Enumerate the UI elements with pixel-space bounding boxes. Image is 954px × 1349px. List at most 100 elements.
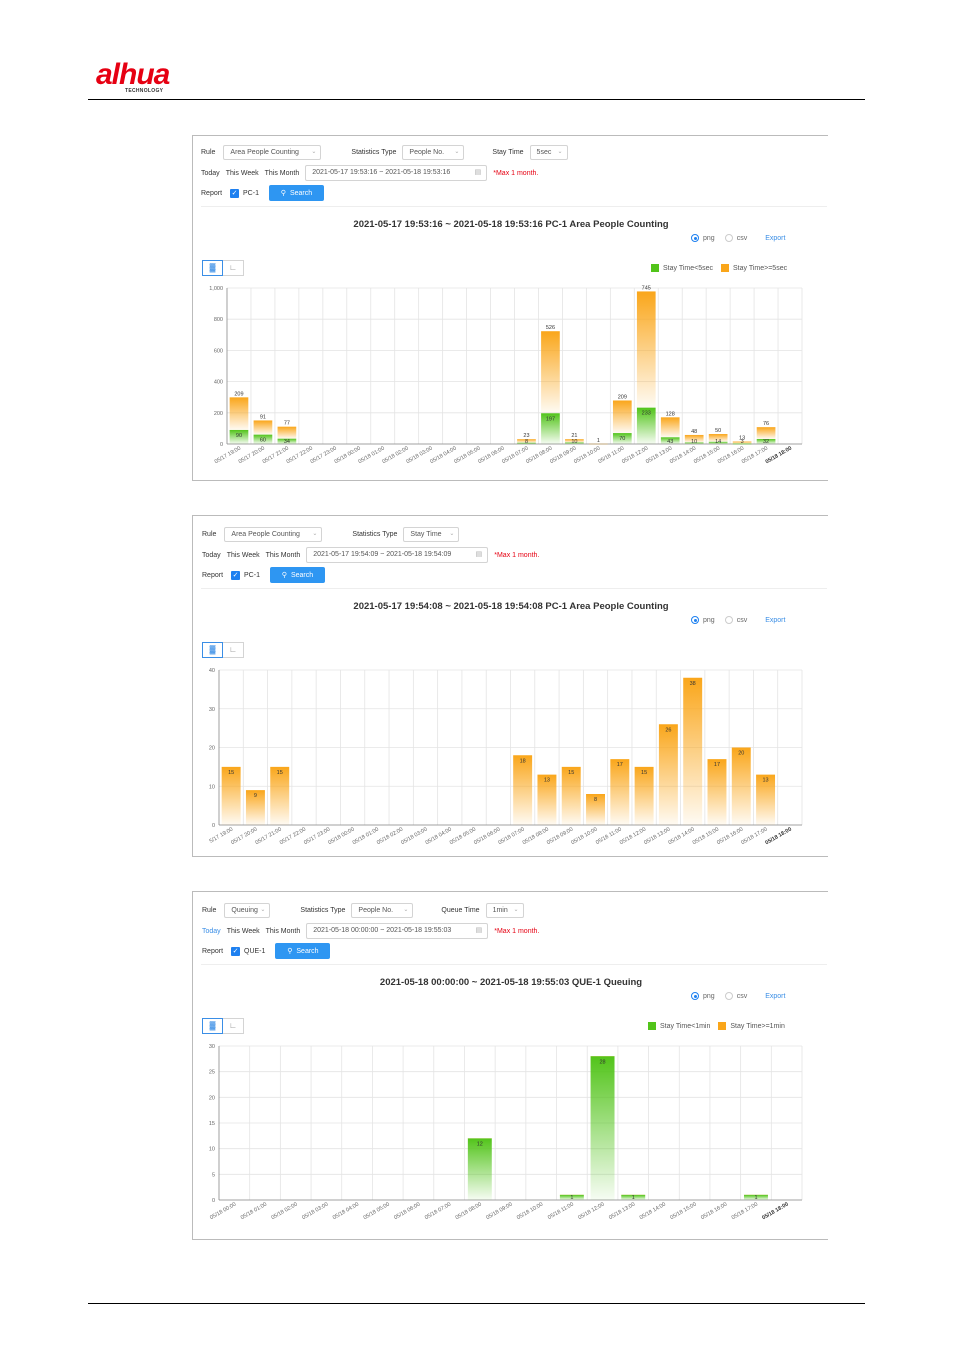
panel-queuing: Rule Queuing ⌄ Statistics Type People No.… <box>192 891 828 1240</box>
y-tick-label: 600 <box>214 348 223 354</box>
this-month-link[interactable]: This Month <box>264 169 300 177</box>
bar-chart-toggle[interactable]: ▓ <box>202 260 223 276</box>
this-week-link[interactable]: This Week <box>226 551 260 559</box>
png-radio[interactable] <box>691 234 699 242</box>
data-label: 15 <box>277 770 283 776</box>
bar-stay-short <box>277 438 297 444</box>
data-label: 209 <box>234 391 243 397</box>
bar <box>537 774 557 825</box>
this-week-link[interactable]: This Week <box>225 169 259 177</box>
today-link[interactable]: Today <box>202 551 221 559</box>
this-month-link[interactable]: This Month <box>265 551 301 559</box>
max-range-note: *Max 1 month. <box>494 927 540 935</box>
line-chart-toggle[interactable]: ∟ <box>223 260 244 276</box>
x-tick-label: 05/17 21:00 <box>255 827 283 847</box>
bar-chart-icon: ▓ <box>209 1021 216 1030</box>
data-label: 14 <box>715 439 721 445</box>
stat-type-select[interactable]: Stay Time ⌄ <box>403 526 460 542</box>
rule-select[interactable]: Area People Counting ⌄ <box>224 526 323 542</box>
bar-stay-short <box>621 1194 646 1200</box>
png-radio[interactable] <box>691 992 699 1000</box>
bar-stay-short <box>565 442 584 444</box>
data-label: 526 <box>546 325 555 331</box>
x-tick-label: 05/18 12:00 <box>577 1202 605 1222</box>
date-range-input[interactable]: 2021-05-17 19:53:16 ~ 2021-05-18 19:53:1… <box>305 165 488 181</box>
data-label: 209 <box>618 394 627 400</box>
bar-chart-toggle[interactable]: ▓ <box>202 1018 223 1034</box>
bar-stay-short <box>467 1138 492 1200</box>
today-link[interactable]: Today <box>202 927 221 935</box>
y-tick-label: 400 <box>214 380 223 386</box>
x-tick-label: 05/18 10:00 <box>573 446 601 466</box>
data-label: 12 <box>477 1141 483 1147</box>
footer-divider <box>88 1303 865 1304</box>
report-checkbox[interactable]: ✓ <box>231 570 241 580</box>
chart-people-counting: 0 200 400 600 800 1,000 209 90 05/17 19:00 91 60 05… <box>209 285 803 466</box>
this-week-link[interactable]: This Week <box>226 927 260 935</box>
stat-type-select[interactable]: People No. ⌄ <box>351 902 414 918</box>
rule-select[interactable]: Area People Counting ⌄ <box>223 144 322 160</box>
csv-radio[interactable] <box>724 992 733 1000</box>
legend-swatch-orange <box>721 264 729 272</box>
bar-stay-short <box>636 407 656 444</box>
x-tick-label: 05/18 09:00 <box>549 446 577 466</box>
today-link[interactable]: Today <box>201 169 220 177</box>
bar-stay-short <box>708 441 728 444</box>
x-tick-label: 05/18 18:00 <box>764 827 792 847</box>
bar-stay-short <box>559 1194 584 1200</box>
bar <box>561 766 581 825</box>
data-label: 21 <box>571 433 577 439</box>
bar-stay-long <box>229 397 249 430</box>
x-tick-label: 05/17 23:00 <box>303 827 331 847</box>
x-tick-label: 05/18 16:00 <box>716 827 744 847</box>
data-label: 745 <box>642 285 651 291</box>
export-link[interactable]: Export <box>765 234 786 242</box>
stat-type-label: Statistics Type <box>352 530 398 538</box>
x-tick-label: 05/18 15:00 <box>692 827 720 847</box>
rule-select[interactable]: Queuing ⌄ <box>224 902 271 918</box>
chevron-down-icon: ⌄ <box>454 148 460 155</box>
x-tick-label: 05/18 02:00 <box>376 827 404 847</box>
data-label: 128 <box>666 411 675 417</box>
report-title: 2021-05-17 19:53:16 ~ 2021-05-18 19:53:1… <box>353 219 669 230</box>
date-range-input[interactable]: 2021-05-18 00:00:00 ~ 2021-05-18 19:55:0… <box>306 923 489 939</box>
data-label: 13 <box>544 778 550 784</box>
report-checkbox[interactable]: ✓ <box>231 946 241 956</box>
search-button[interactable]: ⚲ Search <box>275 943 331 959</box>
bar-chart-toggle[interactable]: ▓ <box>202 642 223 658</box>
search-button[interactable]: ⚲ Search <box>268 185 324 201</box>
x-tick-label: 05/18 04:00 <box>425 827 453 847</box>
queue-time-select[interactable]: 1min ⌄ <box>485 902 524 918</box>
panel-people-counting: Rule Area People Counting ⌄ Statistics Ty… <box>192 135 828 481</box>
this-month-link[interactable]: This Month <box>265 927 301 935</box>
x-tick-label: 05/18 18:00 <box>761 1202 789 1222</box>
bar-stay-short <box>756 439 776 444</box>
stay-time-select[interactable]: 5sec ⌄ <box>529 144 568 160</box>
x-tick-label: 05/18 10:00 <box>570 827 598 847</box>
x-tick-label: 05/18 02:00 <box>271 1202 299 1222</box>
line-chart-toggle[interactable]: ∟ <box>223 642 244 658</box>
y-tick-label: 20 <box>209 746 215 752</box>
export-link[interactable]: Export <box>765 616 786 624</box>
y-tick-label: 30 <box>209 1044 215 1050</box>
data-label: 8 <box>594 797 597 803</box>
csv-radio[interactable] <box>724 234 733 242</box>
date-range-input[interactable]: 2021-05-17 19:54:09 ~ 2021-05-18 19:54:0… <box>306 547 489 563</box>
stat-type-label: Statistics Type <box>351 148 397 156</box>
search-button[interactable]: ⚲ Search <box>269 567 325 583</box>
chevron-down-icon: ⌄ <box>260 906 266 913</box>
x-tick-label: 05/18 03:00 <box>301 1202 329 1222</box>
bar-stay-short <box>660 437 680 444</box>
report-checkbox[interactable]: ✓ <box>230 188 240 198</box>
data-label: 197 <box>546 416 555 422</box>
data-label: 77 <box>284 421 290 427</box>
bar-stay-long <box>277 426 297 439</box>
png-radio[interactable] <box>691 616 699 624</box>
y-tick-label: 0 <box>212 823 215 829</box>
export-link[interactable]: Export <box>765 992 786 1000</box>
line-chart-toggle[interactable]: ∟ <box>223 1018 244 1034</box>
csv-radio[interactable] <box>724 616 733 624</box>
divider <box>201 206 827 207</box>
stat-type-select[interactable]: People No. ⌄ <box>402 144 465 160</box>
legend-label: Stay Time<1min <box>660 1022 711 1030</box>
